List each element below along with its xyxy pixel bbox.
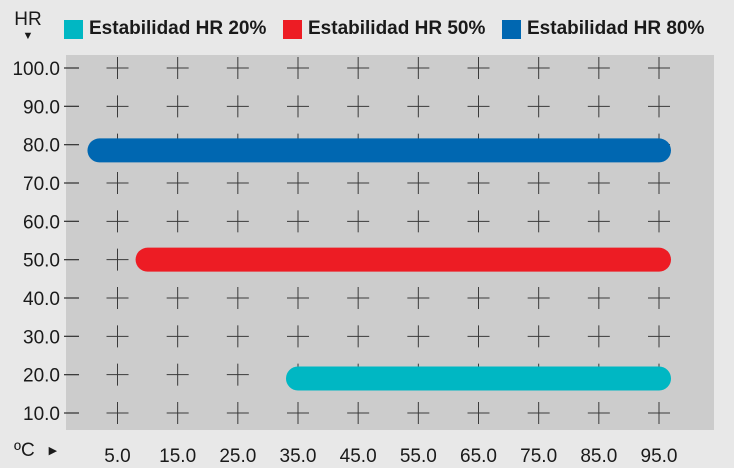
y-tick-label: 100.0 [12, 59, 60, 80]
x-tick-label: 5.0 [104, 446, 130, 467]
x-tick-label: 75.0 [520, 446, 557, 467]
legend-swatch-hr80 [502, 19, 521, 39]
legend-swatch-hr50 [283, 19, 302, 39]
x-tick-label: 45.0 [340, 446, 377, 467]
x-tick-label: 65.0 [460, 446, 497, 467]
x-tick-label: 35.0 [280, 446, 317, 467]
legend-swatch-hr20 [64, 19, 83, 39]
legend-item-hr20: Estabilidad HR 20% [64, 18, 266, 40]
legend-label-hr20: Estabilidad HR 20% [89, 18, 267, 39]
x-tick-label: 85.0 [580, 446, 617, 467]
y-axis-unit-label: HR ▼ [14, 9, 42, 43]
legend-label-hr80: Estabilidad HR 80% [527, 18, 705, 39]
x-tick-label: 95.0 [641, 446, 678, 467]
y-tick-label: 90.0 [23, 97, 60, 118]
legend-item-hr80: Estabilidad HR 80% [502, 18, 704, 40]
down-arrow-icon: ▼ [22, 30, 34, 42]
x-axis-unit-label: ºC ▶ [14, 440, 57, 462]
y-tick-label: 50.0 [23, 251, 60, 272]
y-axis-unit-text: HR [14, 9, 42, 30]
chart-legend: Estabilidad HR 20% Estabilidad HR 50% Es… [0, 8, 734, 42]
x-tick-label: 15.0 [159, 446, 196, 467]
legend-label-hr50: Estabilidad HR 50% [308, 18, 486, 39]
x-axis-unit-text: ºC [14, 440, 35, 461]
y-tick-label: 30.0 [23, 327, 60, 348]
y-tick-label: 60.0 [23, 212, 60, 233]
right-arrow-icon: ▶ [48, 445, 58, 457]
y-tick-label: 70.0 [23, 174, 60, 195]
y-tick-label: 80.0 [23, 136, 60, 157]
y-tick-label: 40.0 [23, 289, 60, 310]
y-tick-label: 10.0 [23, 404, 60, 425]
legend-item-hr50: Estabilidad HR 50% [283, 18, 485, 40]
x-tick-label: 55.0 [400, 446, 437, 467]
x-tick-label: 25.0 [219, 446, 256, 467]
y-tick-label: 20.0 [23, 366, 60, 387]
